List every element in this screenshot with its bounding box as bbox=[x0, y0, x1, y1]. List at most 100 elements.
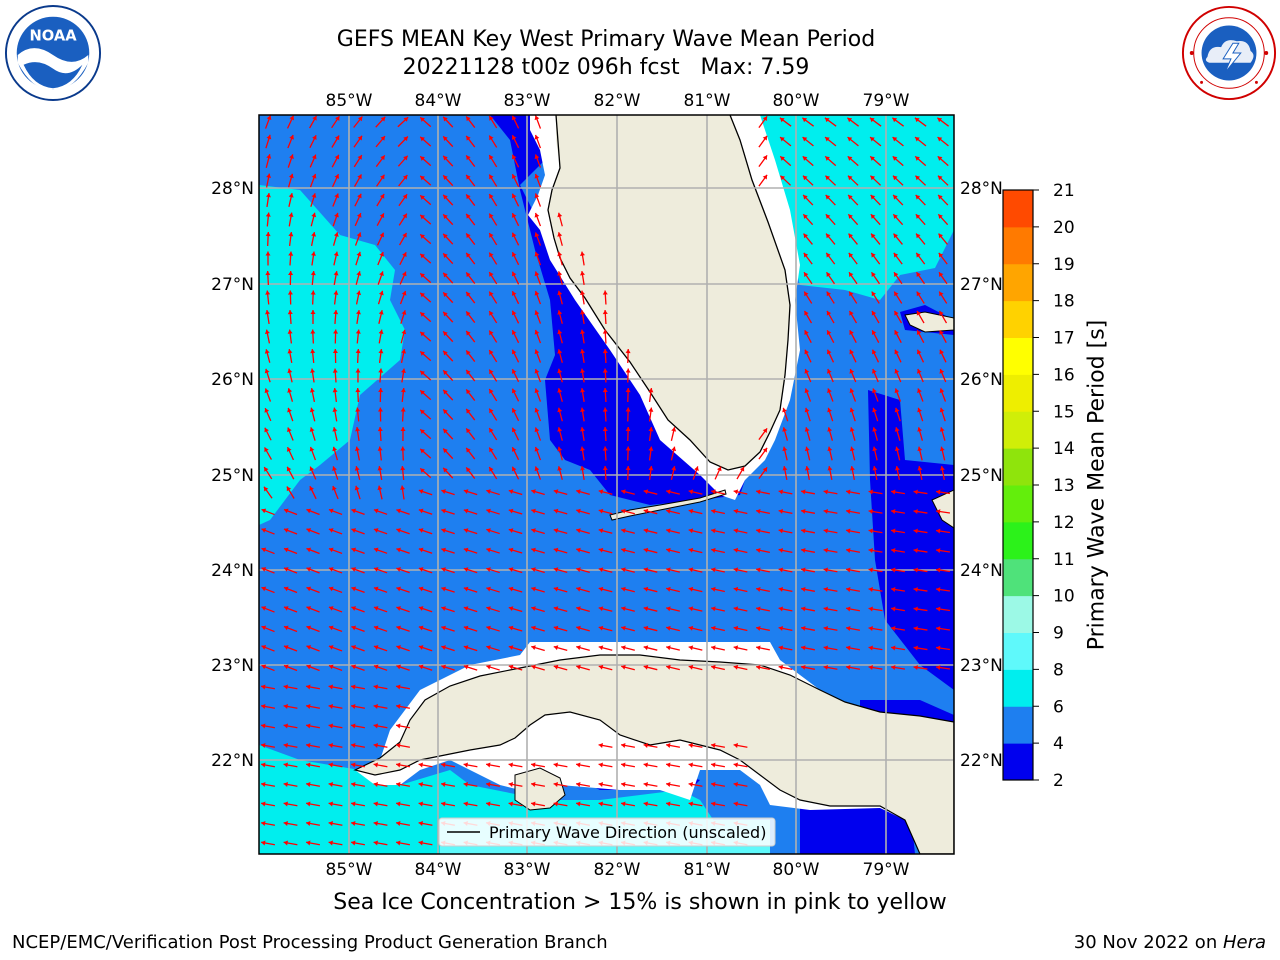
wave-arrow-head bbox=[666, 664, 671, 670]
wave-arrow-head bbox=[801, 586, 806, 592]
wave-arrow-head bbox=[283, 723, 288, 729]
wave-arrow-head bbox=[847, 175, 853, 181]
wave-arrow-head bbox=[871, 330, 877, 336]
wave-arrow-head bbox=[531, 645, 536, 651]
wave-arrow-head bbox=[913, 645, 918, 651]
wave-arrow-head bbox=[443, 253, 448, 259]
wave-arrow-head bbox=[264, 447, 269, 453]
lat-labels-right: 28°N 27°N 26°N 25°N 24°N 23°N 22°N bbox=[960, 179, 1003, 771]
wave-arrow-head bbox=[306, 664, 312, 670]
wave-arrow-head bbox=[871, 272, 876, 277]
wave-arrow-head bbox=[804, 310, 809, 316]
wave-arrow-head bbox=[306, 684, 311, 690]
wave-arrow-head bbox=[625, 407, 631, 412]
wave-arrow-head bbox=[357, 116, 363, 122]
wave-arrow-head bbox=[917, 466, 923, 471]
wave-arrow-head bbox=[356, 213, 362, 218]
wave-arrow-head bbox=[489, 116, 494, 121]
wave-arrow-head bbox=[306, 723, 311, 729]
wave-arrow-head bbox=[261, 743, 266, 748]
wave-arrow-head bbox=[868, 606, 873, 612]
wave-arrow-head bbox=[804, 388, 810, 394]
wave-arrow-head bbox=[401, 271, 407, 277]
wave-arrow-head bbox=[576, 762, 581, 768]
wave-arrow-head bbox=[420, 195, 425, 200]
wave-arrow-head bbox=[420, 292, 425, 298]
wave-arrow-head bbox=[511, 252, 517, 257]
wave-arrow-head bbox=[380, 116, 386, 122]
wave-arrow-head bbox=[915, 156, 920, 161]
wave-arrow-head bbox=[580, 271, 585, 276]
wave-arrow-head bbox=[939, 446, 945, 452]
wave-arrow-head bbox=[443, 136, 448, 142]
wave-arrow-head bbox=[311, 193, 317, 198]
wave-arrow-head bbox=[846, 548, 851, 553]
wave-arrow-head bbox=[511, 447, 517, 452]
wave-arrow-head bbox=[868, 567, 873, 573]
colorbar-label: Primary Wave Mean Period [s] bbox=[1084, 319, 1110, 651]
wave-arrow-head bbox=[534, 212, 540, 218]
wave-arrow-head bbox=[287, 388, 293, 393]
wave-arrow-head bbox=[804, 349, 809, 355]
wave-arrow-head bbox=[891, 665, 896, 670]
wave-arrow-head bbox=[396, 645, 401, 650]
wave-arrow-head bbox=[283, 547, 289, 553]
wave-arrow-head bbox=[937, 117, 943, 123]
wave-arrow-head bbox=[489, 135, 494, 141]
wave-arrow-head bbox=[306, 821, 311, 826]
wave-arrow-head bbox=[939, 388, 945, 394]
wave-arrow-head bbox=[782, 446, 788, 452]
wave-arrow-head bbox=[489, 291, 494, 297]
wave-arrow-head bbox=[489, 194, 494, 199]
wave-arrow-head bbox=[466, 408, 471, 414]
wave-arrow-head bbox=[762, 174, 768, 180]
wave-arrow-head bbox=[643, 782, 648, 787]
wave-arrow-head bbox=[915, 137, 920, 142]
wave-arrow-head bbox=[531, 762, 536, 768]
wave-arrow-head bbox=[396, 840, 401, 846]
wave-arrow-head bbox=[306, 528, 312, 533]
florida-landmass bbox=[548, 115, 790, 470]
wave-arrow-head bbox=[823, 606, 829, 612]
wave-arrow-head bbox=[580, 427, 585, 432]
wave-arrow-head bbox=[531, 567, 536, 573]
map-legend: Primary Wave Direction (unscaled) bbox=[438, 817, 776, 847]
wave-arrow-head bbox=[913, 626, 918, 632]
colorbar-tick-label: 8 bbox=[1053, 660, 1064, 680]
wave-arrow-head bbox=[373, 684, 378, 690]
wave-arrow-head bbox=[328, 821, 333, 826]
wave-arrow-head bbox=[671, 466, 677, 471]
wave-arrow-head bbox=[648, 466, 654, 471]
wave-arrow-head bbox=[309, 446, 315, 452]
wave-arrow-head bbox=[534, 251, 540, 257]
wave-arrow-head bbox=[264, 388, 270, 394]
wave-arrow-head bbox=[846, 606, 851, 612]
wave-arrow-head bbox=[403, 117, 409, 122]
wave-arrow-head bbox=[916, 252, 921, 258]
wave-arrow-head bbox=[916, 272, 921, 277]
wave-arrow-head bbox=[508, 508, 514, 514]
wave-arrow-head bbox=[261, 840, 266, 846]
wave-arrow-head bbox=[913, 548, 918, 554]
wave-arrow-head bbox=[489, 467, 494, 472]
wave-arrow-head bbox=[803, 214, 808, 219]
wave-arrow-head bbox=[868, 509, 873, 514]
colorbar-tick-label: 18 bbox=[1053, 292, 1075, 312]
wave-arrow-head bbox=[621, 762, 626, 768]
wave-arrow-head bbox=[402, 194, 408, 200]
wave-arrow-head bbox=[871, 233, 876, 239]
wave-arrow-head bbox=[420, 468, 425, 473]
wave-arrow-head bbox=[778, 625, 784, 631]
wave-arrow-head bbox=[486, 664, 491, 670]
wave-arrow-head bbox=[580, 388, 585, 393]
wave-arrow-head bbox=[849, 330, 854, 336]
wave-arrow-head bbox=[894, 330, 899, 336]
wave-arrow-head bbox=[306, 743, 311, 748]
wave-arrow-head bbox=[936, 587, 941, 593]
wave-arrow-head bbox=[553, 547, 559, 553]
wave-arrow-head bbox=[489, 350, 494, 355]
wave-arrow-head bbox=[511, 330, 517, 335]
wave-arrow-head bbox=[913, 509, 918, 515]
wave-arrow-head bbox=[531, 547, 536, 553]
wave-arrow-head bbox=[287, 407, 292, 413]
